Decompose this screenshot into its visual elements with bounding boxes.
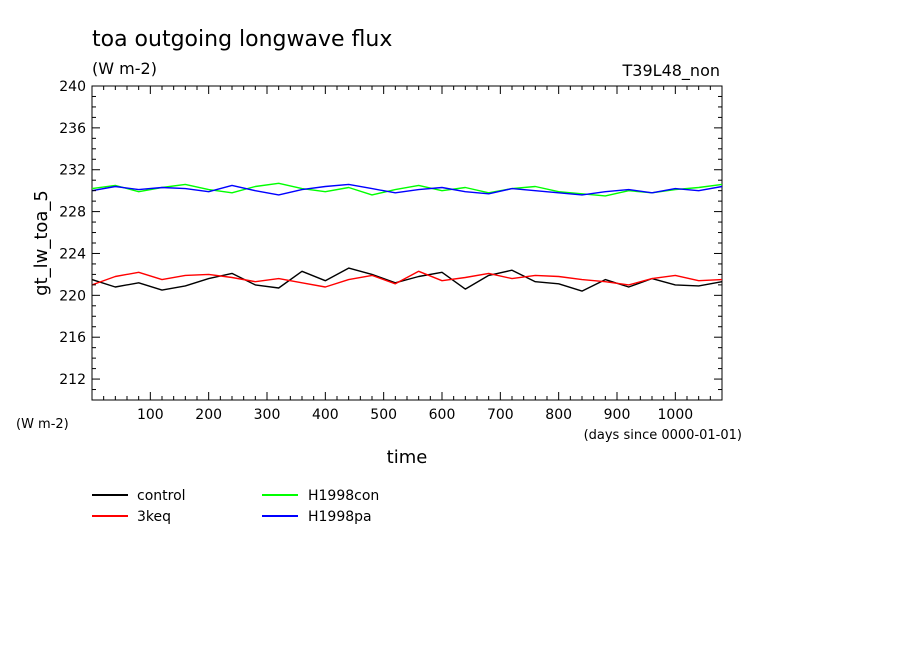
series-layer xyxy=(91,182,723,292)
y-axis-label: gt_lw_toa_5 xyxy=(31,190,52,296)
run-label: T39L48_non xyxy=(622,61,720,81)
y-tick-label: 220 xyxy=(59,288,86,304)
y-tick-label: 236 xyxy=(59,121,86,137)
x-tick-label: 100 xyxy=(137,407,164,423)
x-tick-label: 1000 xyxy=(658,407,694,423)
x-tick-label: 800 xyxy=(545,407,572,423)
y-tick-label: 228 xyxy=(59,205,86,221)
x-axis-units: (days since 0000-01-01) xyxy=(584,428,742,443)
series-line-control xyxy=(91,267,723,292)
chart-title: toa outgoing longwave flux xyxy=(92,27,392,52)
x-tick-label: 900 xyxy=(604,407,631,423)
legend-label-h1998pa: H1998pa xyxy=(308,509,372,525)
legend-label-control: control xyxy=(137,488,186,504)
y-tick-label: 240 xyxy=(59,79,86,95)
x-tick-label: 600 xyxy=(429,407,456,423)
y-axis-units: (W m-2) xyxy=(16,417,69,432)
series-line-h1998pa xyxy=(91,183,723,196)
y-tick-label: 232 xyxy=(59,163,86,179)
x-tick-label: 500 xyxy=(370,407,397,423)
y-tick-label: 216 xyxy=(59,330,86,346)
x-tick-label: 700 xyxy=(487,407,514,423)
x-tick-label: 200 xyxy=(195,407,222,423)
x-axis-label: time xyxy=(387,447,428,468)
legend-label-h1998con: H1998con xyxy=(308,488,379,504)
legend-label-3keq: 3keq xyxy=(137,509,171,525)
y-tick-label: 224 xyxy=(59,246,86,262)
x-tick-label: 300 xyxy=(254,407,281,423)
plot-frame xyxy=(91,85,723,401)
tick-layer: 100 200 300 400 500 600 700 800 900 1000 212 216 220… xyxy=(59,79,722,423)
legend: control 3keq H1998con H1998pa xyxy=(92,488,379,525)
chart-subtitle: (W m-2) xyxy=(92,59,157,78)
y-tick-label: 212 xyxy=(59,372,86,388)
series-line-3keq xyxy=(91,270,723,288)
series-line-h1998con xyxy=(91,182,723,197)
x-tick-label: 400 xyxy=(312,407,339,423)
